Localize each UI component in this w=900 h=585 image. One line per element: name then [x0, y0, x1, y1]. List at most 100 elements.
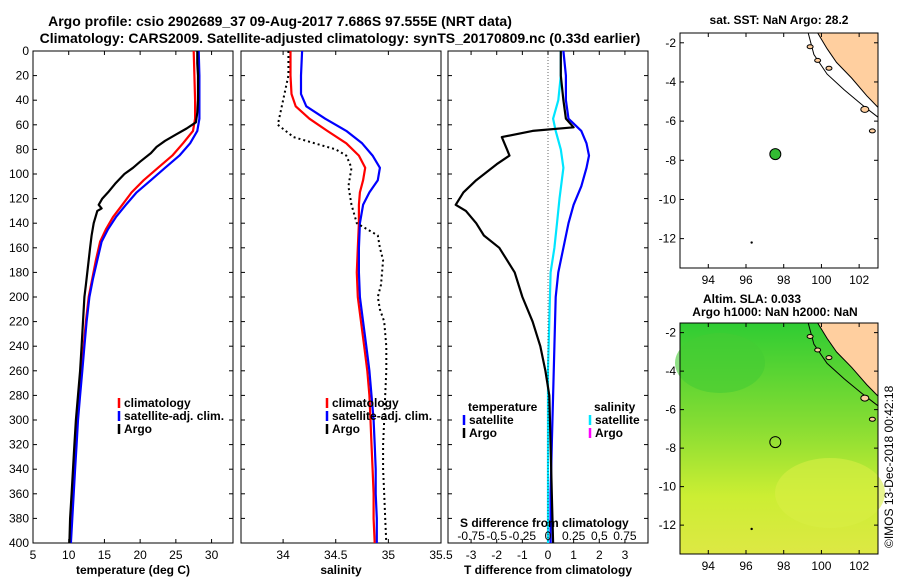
- secondary-tick-label: -0.75: [457, 529, 485, 543]
- legend-label: Argo: [469, 426, 497, 440]
- series-line-t-satellite: [549, 50, 591, 543]
- y-tick-label: 320: [9, 438, 29, 452]
- legend-title: salinity: [594, 400, 636, 414]
- legend-label: Argo: [124, 422, 152, 436]
- sla-patch: [775, 458, 885, 528]
- island: [814, 57, 822, 63]
- island: [860, 394, 870, 402]
- y-tick-label: 280: [9, 388, 29, 402]
- island: [806, 333, 814, 339]
- y-tick-label: -2: [665, 36, 676, 50]
- plot-frame: [240, 50, 442, 544]
- series-line-s-satellite: [546, 51, 565, 543]
- series-line-satellite-adj-clim-: [69, 50, 201, 544]
- title-line-2: Climatology: CARS2009. Satellite-adjuste…: [40, 30, 641, 46]
- legend-label: satellite: [595, 413, 640, 427]
- map-sla: 94 96 98 100 102 -2 -4 -6 -8 -10 -12 Altim. SLA: 0.…: [659, 292, 885, 573]
- legend-label: satellite: [469, 413, 514, 427]
- argo-float-marker: [769, 436, 782, 449]
- argo-float-marker: [769, 148, 782, 161]
- y-tick-label: -12: [659, 232, 677, 246]
- y-tick-label: 160: [9, 241, 29, 255]
- y-tick-label: 140: [9, 216, 29, 230]
- y-tick-label: 0: [22, 44, 29, 58]
- x-tick-label: 3: [622, 548, 629, 562]
- secondary-tick-label: 0.25: [562, 529, 586, 543]
- y-tick-label: 240: [9, 339, 29, 353]
- legend-label: climatology: [332, 396, 399, 410]
- y-tick-label: 300: [9, 413, 29, 427]
- x-tick-label: 100: [811, 559, 831, 573]
- x-tick-label: 94: [702, 559, 716, 573]
- x-tick-label: 2: [596, 548, 603, 562]
- y-tick-label: 200: [9, 290, 29, 304]
- chart-salinity: 34 34.5 35 35.5 salinity climatologysatellite…: [240, 50, 453, 577]
- secondary-tick-label: -0.5: [486, 529, 507, 543]
- legend-label: climatology: [124, 396, 191, 410]
- y-tick-label: 400: [9, 536, 29, 550]
- series-line-satellite-adj-clim-: [299, 50, 381, 543]
- legend-label: Argo: [595, 426, 623, 440]
- y-tick-label: -4: [665, 75, 676, 89]
- y-tick-label: -6: [665, 403, 676, 417]
- x-tick-label: 102: [849, 559, 869, 573]
- y-tick-label: 360: [9, 487, 29, 501]
- x-tick-label: 5: [30, 548, 37, 562]
- x-tick-label: 96: [739, 273, 753, 287]
- y-tick-label: -4: [665, 364, 676, 378]
- y-tick-label: 20: [16, 69, 30, 83]
- y-tick-label: -10: [659, 192, 677, 206]
- x-axis-label: salinity: [320, 563, 362, 577]
- x-tick-label: 15: [98, 548, 112, 562]
- x-tick-label: 98: [777, 559, 791, 573]
- x-tick-label: -2: [491, 548, 502, 562]
- y-tick-label: 80: [16, 142, 30, 156]
- x-tick-label: 1: [570, 548, 577, 562]
- island: [868, 416, 876, 422]
- imos-credit: ©IMOS 13-Dec-2018 00:42:18: [882, 385, 896, 548]
- x-axis-label: T difference from climatology: [464, 563, 632, 577]
- map-frame: [679, 32, 879, 269]
- map-sst: 94 96 98 100 102 -2 -4 -6 -8 -10 -12 sat. SST: NaN …: [659, 13, 879, 287]
- legend-label: satellite-adj. clim.: [332, 409, 432, 423]
- x-axis-label: temperature (deg C): [76, 563, 190, 577]
- series-line-argo: [276, 51, 388, 544]
- secondary-axis-label: S difference from climatology: [460, 516, 629, 530]
- y-tick-label: -6: [665, 114, 676, 128]
- plot-frame: [32, 50, 234, 544]
- x-tick-label: 35: [382, 548, 396, 562]
- legend-label: satellite-adj. clim.: [124, 409, 224, 423]
- x-tick-label: 94: [702, 273, 716, 287]
- profile-charts: 0204060801001201401601802002202402602803…: [9, 44, 649, 577]
- title-line-1: Argo profile: csio 2902689_37 09-Aug-201…: [48, 13, 512, 29]
- secondary-tick-label: -0.25: [509, 529, 537, 543]
- y-tick-label: 380: [9, 511, 29, 525]
- island: [825, 65, 833, 71]
- y-tick-label: -8: [665, 441, 676, 455]
- y-tick-label: -12: [659, 518, 677, 532]
- legend-title: temperature: [468, 400, 538, 414]
- island: [814, 347, 822, 353]
- y-tick-label: 60: [16, 118, 30, 132]
- y-tick-label: -8: [665, 153, 676, 167]
- island: [860, 105, 870, 113]
- y-tick-label: 100: [9, 167, 29, 181]
- island-christmas: [750, 527, 753, 531]
- sla-patch: [675, 333, 765, 393]
- x-tick-label: 102: [849, 273, 869, 287]
- island: [825, 355, 833, 361]
- x-tick-label: 20: [133, 548, 147, 562]
- x-tick-label: 98: [777, 273, 791, 287]
- y-tick-label: 220: [9, 315, 29, 329]
- x-tick-label: 30: [205, 548, 219, 562]
- x-tick-label: -3: [466, 548, 477, 562]
- x-tick-label: 96: [739, 559, 753, 573]
- series-line-argo: [68, 51, 200, 544]
- y-tick-label: 120: [9, 192, 29, 206]
- y-tick-label: 340: [9, 462, 29, 476]
- island: [806, 44, 814, 50]
- x-tick-label: 100: [811, 273, 831, 287]
- location-maps: 94 96 98 100 102 -2 -4 -6 -8 -10 -12 sat. SST: NaN …: [659, 13, 885, 573]
- x-tick-label: 10: [62, 548, 76, 562]
